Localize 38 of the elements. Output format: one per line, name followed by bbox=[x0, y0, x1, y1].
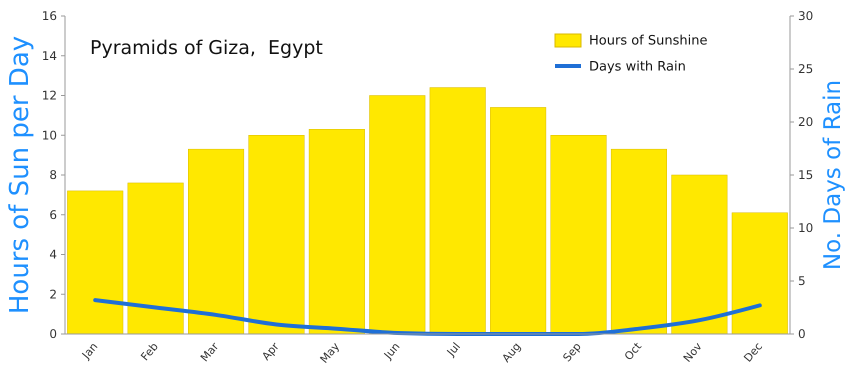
bar bbox=[248, 135, 304, 334]
y2-tick-label: 0 bbox=[798, 327, 806, 342]
y2-axis-title: No. Days of Rain bbox=[820, 80, 846, 270]
legend-label: Hours of Sunshine bbox=[589, 34, 708, 49]
bar bbox=[610, 148, 667, 334]
y-tick-label: 10 bbox=[42, 128, 57, 142]
bar bbox=[188, 148, 244, 334]
x-tick-label: Jun bbox=[380, 340, 403, 362]
bar bbox=[67, 190, 124, 334]
y-tick-label: 0 bbox=[49, 327, 57, 342]
text: Pyramids of Giza, Egypt bbox=[90, 37, 323, 59]
y-tick-label: 2 bbox=[49, 287, 57, 302]
y-axis-title: Hours of Sun per Day bbox=[5, 36, 35, 314]
x-tick-label: Jan bbox=[78, 340, 100, 362]
bar bbox=[369, 95, 426, 334]
y2-tick-label: 10 bbox=[798, 221, 814, 236]
bar bbox=[308, 129, 365, 334]
y2-tick-label: 25 bbox=[798, 62, 814, 76]
legend-label: Days with Rain bbox=[589, 60, 686, 75]
y-tick-label: 4 bbox=[49, 248, 57, 262]
y-tick-label: 8 bbox=[49, 168, 57, 182]
y2-tick-label: 20 bbox=[798, 115, 814, 130]
x-tick-label: Feb bbox=[138, 340, 161, 364]
x-tick-label: Apr bbox=[260, 340, 282, 363]
y-tick-label: 16 bbox=[42, 9, 57, 24]
bar bbox=[128, 182, 184, 334]
y-tick-label: 6 bbox=[49, 208, 57, 222]
bar bbox=[671, 174, 728, 334]
y2-tick-label: 30 bbox=[798, 9, 814, 24]
x-tick-label: Sep bbox=[560, 340, 584, 364]
x-tick-label: Oct bbox=[622, 340, 645, 363]
y-tick-label: 14 bbox=[42, 48, 57, 63]
bar bbox=[732, 212, 788, 334]
y2-tick-label: 15 bbox=[798, 168, 814, 182]
line-series bbox=[93, 298, 762, 336]
y-tick-label: 12 bbox=[42, 88, 57, 103]
x-tick-label: Jul bbox=[444, 340, 463, 360]
y2-tick-label: 5 bbox=[798, 274, 806, 288]
